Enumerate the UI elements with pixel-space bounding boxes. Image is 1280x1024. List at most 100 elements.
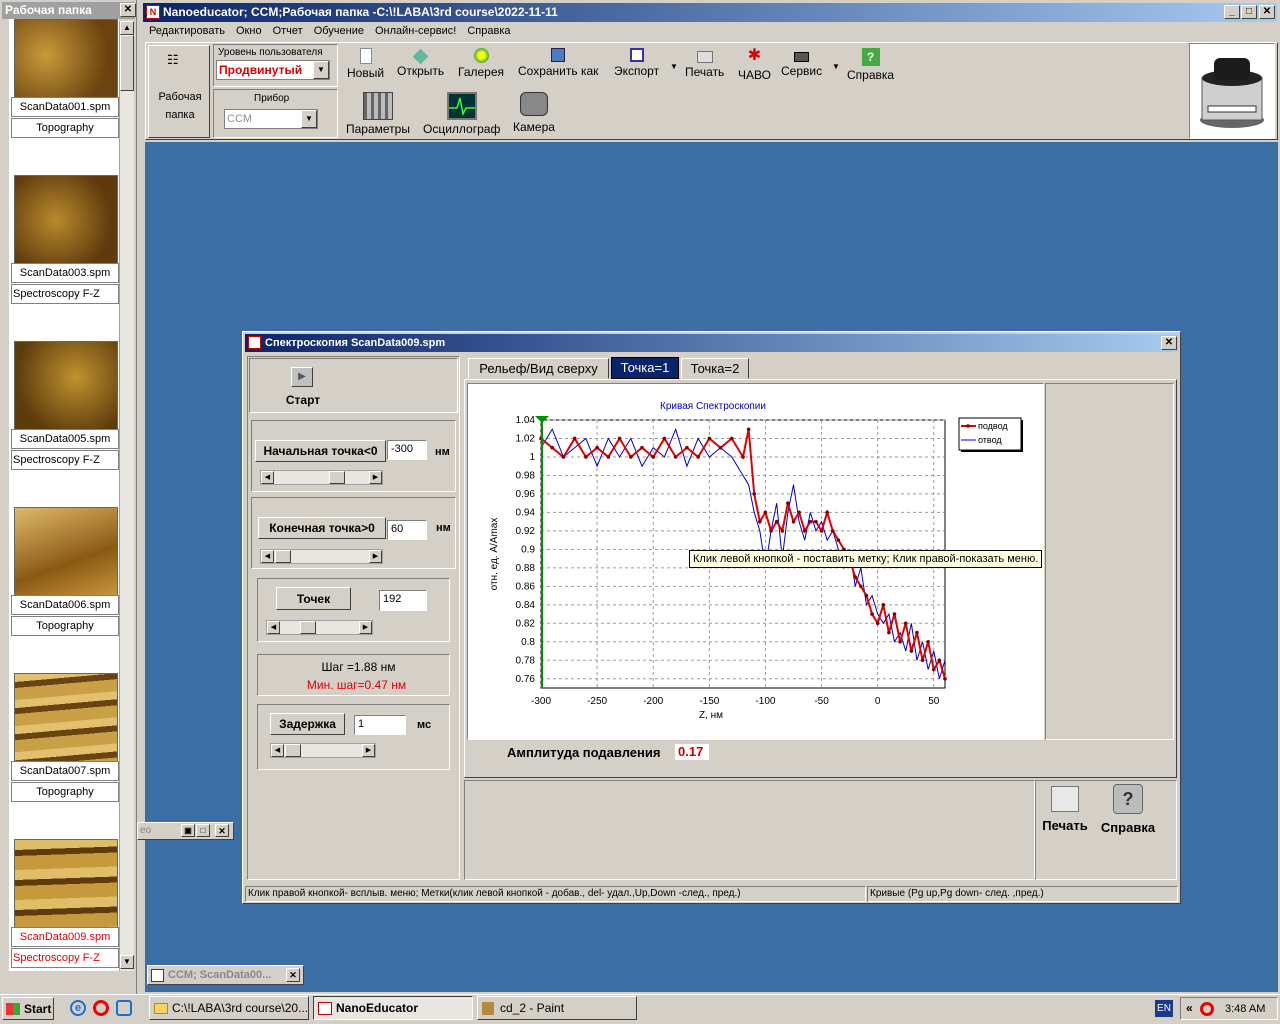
points-button[interactable]: Точек bbox=[276, 587, 351, 610]
delay-slider[interactable]: ◀ ▶ bbox=[270, 743, 376, 758]
print-report-button[interactable]: Печать bbox=[1040, 784, 1090, 834]
slider-left-arrow[interactable]: ◀ bbox=[267, 621, 280, 634]
minimized-window-strip[interactable]: eo ▣ □ ✕ bbox=[137, 822, 234, 840]
thumbnail-image[interactable] bbox=[14, 175, 118, 265]
slider-thumb[interactable] bbox=[275, 550, 291, 563]
end-point-button[interactable]: Конечная точка>0 bbox=[258, 517, 386, 539]
close-icon[interactable]: ✕ bbox=[286, 968, 300, 982]
start-button[interactable]: ▶ Старт bbox=[277, 365, 329, 411]
scroll-up-arrow[interactable]: ▲ bbox=[120, 21, 134, 35]
scroll-thumb[interactable] bbox=[120, 35, 134, 91]
tray-expand-icon[interactable]: « bbox=[1186, 1001, 1193, 1015]
thumbnail-filename[interactable]: ScanData009.spm bbox=[11, 927, 119, 947]
help-report-button[interactable]: ? Справка bbox=[1100, 784, 1156, 835]
browser-icon[interactable] bbox=[116, 1000, 132, 1016]
y-tick-label: 0.92 bbox=[516, 526, 536, 537]
data-point bbox=[774, 519, 779, 524]
faq-button[interactable]: ✱ ЧАВО bbox=[738, 48, 771, 83]
thumbnail-image[interactable] bbox=[14, 673, 118, 763]
language-indicator[interactable]: EN bbox=[1155, 1000, 1173, 1017]
export-icon bbox=[629, 48, 644, 62]
maximize-button[interactable]: □ bbox=[1241, 5, 1257, 19]
maximize-icon[interactable]: □ bbox=[196, 824, 210, 837]
thumbnail-filename[interactable]: ScanData001.spm bbox=[11, 97, 119, 117]
camera-button[interactable]: Камера bbox=[513, 92, 555, 134]
delay-button[interactable]: Задержка bbox=[270, 713, 345, 735]
menu-item[interactable]: Онлайн-сервис! bbox=[375, 25, 457, 37]
export-dropdown-icon[interactable]: ▼ bbox=[670, 62, 678, 71]
tray-opera-icon[interactable] bbox=[1200, 1002, 1214, 1016]
slider-left-arrow[interactable]: ◀ bbox=[261, 550, 274, 563]
save-as-label: Сохранить как bbox=[518, 64, 599, 78]
close-icon[interactable]: ✕ bbox=[215, 824, 229, 837]
thumbnail-image[interactable] bbox=[14, 19, 118, 109]
opera-icon[interactable] bbox=[93, 1000, 109, 1016]
slider-right-arrow[interactable]: ▶ bbox=[369, 550, 382, 563]
left-panel-close-button[interactable]: ✕ bbox=[120, 3, 136, 17]
user-level-select[interactable]: Продвинутый ▼ bbox=[216, 60, 330, 80]
service-dropdown-icon[interactable]: ▼ bbox=[832, 62, 840, 71]
tab-relief[interactable]: Рельеф/Вид сверху bbox=[468, 358, 609, 379]
points-slider[interactable]: ◀ ▶ bbox=[266, 620, 373, 635]
device-select[interactable]: CCM ▼ bbox=[224, 109, 318, 129]
marker-triangle-icon[interactable] bbox=[535, 416, 549, 423]
taskbar-item-paint[interactable]: cd_2 - Paint bbox=[477, 996, 637, 1020]
points-input[interactable]: 192 bbox=[379, 590, 427, 611]
delay-input[interactable]: 1 bbox=[354, 715, 406, 735]
menu-item[interactable]: Справка bbox=[467, 25, 511, 37]
print-button[interactable]: Печать bbox=[685, 48, 724, 79]
start-point-button[interactable]: Начальная точка<0 bbox=[255, 440, 386, 462]
thumbnail-image[interactable] bbox=[14, 341, 118, 431]
parameters-button[interactable]: Параметры bbox=[346, 92, 410, 136]
save-as-button[interactable]: Сохранить как bbox=[518, 48, 598, 78]
gallery-button[interactable]: Галерея bbox=[458, 48, 504, 79]
menu-item[interactable]: Окно bbox=[236, 25, 262, 37]
minimized-ccm-window[interactable]: CCM; ScanData00... ✕ bbox=[147, 965, 304, 985]
menu-item[interactable]: Обучение bbox=[313, 25, 364, 37]
slider-thumb[interactable] bbox=[329, 471, 345, 484]
slider-left-arrow[interactable]: ◀ bbox=[271, 744, 284, 757]
thumbnail-filename[interactable]: ScanData006.spm bbox=[11, 595, 119, 615]
thumbnail-filename[interactable]: ScanData003.spm bbox=[11, 263, 119, 283]
restore-icon[interactable]: ▣ bbox=[181, 824, 195, 837]
start-point-input[interactable]: -300 bbox=[387, 440, 427, 460]
taskbar-item-explorer[interactable]: C:\!LABA\3rd course\20... bbox=[149, 996, 309, 1020]
start-point-slider[interactable]: ◀ ▶ bbox=[260, 470, 383, 485]
scroll-down-arrow[interactable]: ▼ bbox=[120, 955, 134, 969]
start-menu-button[interactable]: Start bbox=[2, 997, 54, 1020]
menu-item[interactable]: Отчет bbox=[272, 25, 303, 37]
spectroscopy-window: Спектроскопия ScanData009.spm ✕ ▶ Старт … bbox=[242, 331, 1181, 904]
left-panel-scrollbar[interactable]: ▲ ▼ bbox=[119, 21, 134, 971]
oscilloscope-button[interactable]: Осциллограф bbox=[423, 92, 500, 136]
thumbnail-filename[interactable]: ScanData007.spm bbox=[11, 761, 119, 781]
minimized-strip-text: eo bbox=[140, 825, 152, 836]
slider-thumb[interactable] bbox=[285, 744, 301, 757]
thumbnail-filename[interactable]: ScanData005.spm bbox=[11, 429, 119, 449]
help-button[interactable]: ? Справка bbox=[847, 48, 894, 82]
ie-icon[interactable]: e bbox=[70, 1000, 86, 1016]
chevron-down-icon[interactable]: ▼ bbox=[301, 110, 317, 128]
workfolder-button[interactable]: ☷ Рабочая папка bbox=[148, 45, 210, 138]
tab-point-2[interactable]: Точка=2 bbox=[681, 358, 749, 379]
minimize-button[interactable]: _ bbox=[1224, 5, 1240, 19]
slider-left-arrow[interactable]: ◀ bbox=[261, 471, 274, 484]
slider-right-arrow[interactable]: ▶ bbox=[369, 471, 382, 484]
thumbnail-image[interactable] bbox=[14, 839, 118, 929]
thumbnail-image[interactable] bbox=[14, 507, 118, 597]
slider-thumb[interactable] bbox=[300, 621, 316, 634]
menu-item[interactable]: Редактировать bbox=[149, 25, 225, 37]
close-button[interactable]: ✕ bbox=[1259, 5, 1275, 19]
slider-right-arrow[interactable]: ▶ bbox=[359, 621, 372, 634]
end-point-input[interactable]: 60 bbox=[387, 520, 427, 540]
end-point-slider[interactable]: ◀ ▶ bbox=[260, 549, 383, 564]
data-point bbox=[780, 529, 785, 533]
open-button[interactable]: Открыть bbox=[397, 48, 444, 78]
taskbar-item-nanoeducator[interactable]: NanoEducator bbox=[313, 996, 473, 1020]
service-button[interactable]: Сервис bbox=[781, 48, 822, 78]
chevron-down-icon[interactable]: ▼ bbox=[313, 61, 329, 79]
spectro-close-button[interactable]: ✕ bbox=[1161, 336, 1177, 350]
export-button[interactable]: Экспорт bbox=[614, 48, 659, 78]
slider-right-arrow[interactable]: ▶ bbox=[362, 744, 375, 757]
new-button[interactable]: Новый bbox=[347, 48, 384, 80]
tab-point-1[interactable]: Точка=1 bbox=[611, 357, 679, 379]
